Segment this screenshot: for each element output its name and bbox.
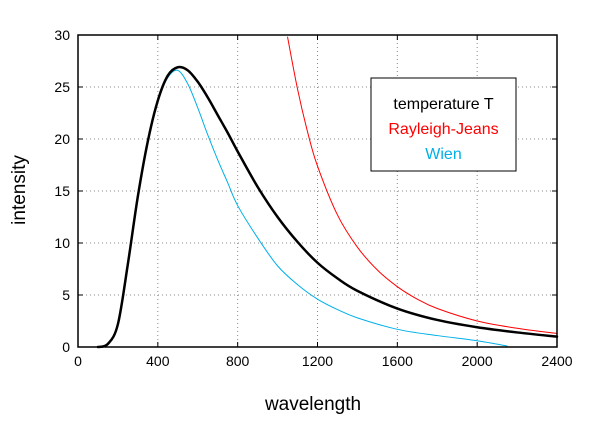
- x-tick-label: 1600: [382, 353, 413, 369]
- x-axis-label: wavelength: [264, 394, 361, 415]
- x-tick-label: 2000: [462, 353, 493, 369]
- series-line-rayleigh-jeans: [287, 36, 558, 334]
- y-tick-label: 0: [62, 339, 70, 355]
- legend-entry-rayleigh-jeans: Rayleigh-Jeans: [388, 121, 498, 138]
- y-tick-label: 5: [62, 287, 70, 303]
- y-tick-label: 15: [54, 183, 70, 199]
- y-tick-label: 25: [54, 79, 70, 95]
- legend: temperature T Rayleigh-Jeans Wien: [370, 77, 517, 172]
- y-tick-label: 30: [54, 27, 70, 43]
- y-axis-label: intensity: [9, 155, 30, 225]
- legend-entry-wien: Wien: [425, 146, 461, 163]
- x-tick-label: 0: [74, 353, 82, 369]
- y-tick-label: 10: [54, 235, 70, 251]
- y-tick-label: 20: [54, 131, 70, 147]
- legend-entry-temperature: temperature T: [393, 96, 493, 113]
- series-lines: [96, 36, 559, 349]
- axis-ticks: 0 400 800 1200 1600 2000 2400 0 5 10 15 20 25 30: [54, 27, 572, 369]
- series-line-temperature-t: [96, 65, 559, 349]
- x-tick-label: 2400: [541, 353, 572, 369]
- x-tick-label: 800: [226, 353, 250, 369]
- x-tick-label: 1200: [302, 353, 333, 369]
- legend-box: [370, 77, 517, 172]
- x-tick-label: 400: [146, 353, 170, 369]
